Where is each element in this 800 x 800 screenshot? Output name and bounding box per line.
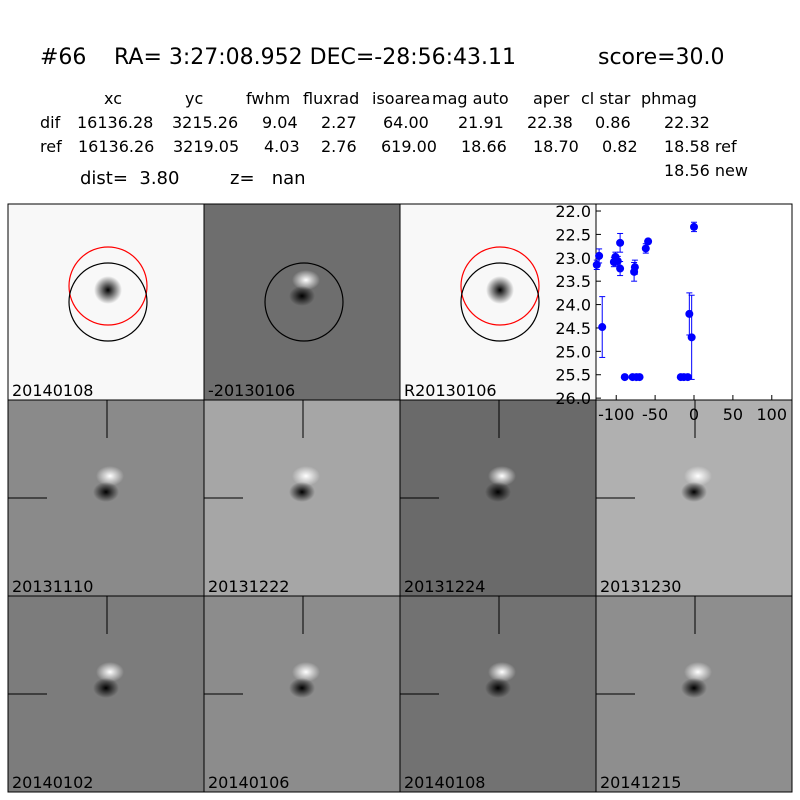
panel-label: 20131110 [12, 577, 93, 596]
table-cell: 22.38 [527, 113, 573, 132]
panel-label: 20131222 [208, 577, 289, 596]
column-header: aper [533, 89, 570, 108]
point [595, 251, 604, 260]
column-header: yc [185, 89, 203, 108]
z: z= nan [230, 168, 306, 189]
y-tick-label: 22.0 [555, 202, 591, 221]
dipole-lite [684, 466, 712, 486]
dipole-dark [93, 482, 119, 502]
point [687, 333, 696, 342]
y-tick-label: 23.0 [555, 249, 591, 268]
aperture-circle [264, 262, 344, 342]
dipole-lite [684, 662, 712, 682]
ref-circle [460, 246, 540, 326]
point [613, 257, 622, 266]
point [644, 237, 653, 246]
object-id: #66 [40, 45, 86, 70]
plot-area [595, 203, 793, 401]
point [630, 263, 639, 272]
table-cell: 18.66 [461, 137, 507, 156]
dipole-dark [289, 482, 315, 502]
aperture-circle [68, 262, 148, 342]
dipole-lite [292, 662, 320, 682]
point [616, 264, 625, 273]
panel-label: 20131230 [600, 577, 681, 596]
y-tick-label: 24.0 [555, 296, 591, 315]
table-cell: 3215.26 [172, 113, 238, 132]
panel-label: R20130106 [404, 381, 497, 400]
table-cell: 18.70 [533, 137, 579, 156]
y-tick-label: 25.5 [555, 366, 591, 385]
table-cell: 4.03 [264, 137, 300, 156]
dipole-dark [93, 678, 119, 698]
dipole-lite [96, 466, 124, 486]
dipole-lite [96, 662, 124, 682]
column-header: isoarea [372, 89, 430, 108]
dipole-dark [289, 678, 315, 698]
column-header: mag auto [432, 89, 509, 108]
x-tick-label: 50 [723, 405, 743, 424]
dist: dist= 3.80 [80, 168, 179, 189]
table-cell: 21.91 [458, 113, 504, 132]
point [616, 238, 625, 247]
table-cell: 2.76 [321, 137, 357, 156]
y-tick-label: 22.5 [555, 225, 591, 244]
source-blob [94, 276, 122, 304]
point [641, 244, 650, 253]
panel-label: 20131224 [404, 577, 485, 596]
table-cell: 18.58 ref [664, 137, 737, 156]
table-cell: 3219.05 [173, 137, 239, 156]
dipole-lite [488, 662, 516, 682]
table-cell: 2.27 [321, 113, 357, 132]
dipole-lite [292, 270, 320, 290]
coordinates: RA= 3:27:08.952 DEC=-28:56:43.11 [114, 45, 516, 70]
table-cell: 16136.26 [78, 137, 154, 156]
x-tick-label: -100 [598, 405, 634, 424]
y-tick-label: 25.0 [555, 342, 591, 361]
column-header: cl star [581, 89, 631, 108]
panel-label: 20140106 [208, 773, 289, 792]
table-cell: ref [40, 137, 62, 156]
dipole-dark [289, 286, 315, 306]
phmag-new: 18.56 new [664, 161, 748, 180]
x-tick-label: 100 [757, 405, 788, 424]
point [635, 373, 644, 382]
table-cell: 619.00 [381, 137, 437, 156]
y-tick-label: 24.5 [555, 319, 591, 338]
column-header: xc [104, 89, 122, 108]
column-header: phmag [641, 89, 697, 108]
dipole-dark [485, 678, 511, 698]
aperture-circle [460, 262, 540, 342]
table-cell: 22.32 [664, 113, 710, 132]
dipole-dark [681, 678, 707, 698]
point [620, 373, 629, 382]
table-cell: 0.86 [595, 113, 631, 132]
panel-label: 20141215 [600, 773, 681, 792]
panel-label: 20140108 [404, 773, 485, 792]
panel-label: 20140108 [12, 381, 93, 400]
x-tick-label: -50 [642, 405, 668, 424]
x-tick-label: 0 [689, 405, 699, 424]
table-cell: 0.82 [602, 137, 638, 156]
score: score=30.0 [598, 45, 725, 70]
dipole-dark [485, 482, 511, 502]
dipole-dark [681, 482, 707, 502]
y-tick-label: 23.5 [555, 272, 591, 291]
table-cell: 64.00 [383, 113, 429, 132]
table-cell: dif [40, 113, 61, 132]
table-cell: 9.04 [262, 113, 298, 132]
point [690, 222, 698, 231]
column-header: fluxrad [303, 89, 359, 108]
dipole-lite [292, 466, 320, 486]
ref-circle [68, 246, 148, 326]
table-cell: 16136.28 [77, 113, 153, 132]
y-tick-label: 26.0 [555, 389, 591, 408]
column-header: fwhm [246, 89, 290, 108]
dipole-lite [488, 466, 516, 486]
source-blob [486, 276, 514, 304]
panel-label: 20140102 [12, 773, 93, 792]
point [598, 323, 607, 332]
panel-label: -20130106 [208, 381, 295, 400]
